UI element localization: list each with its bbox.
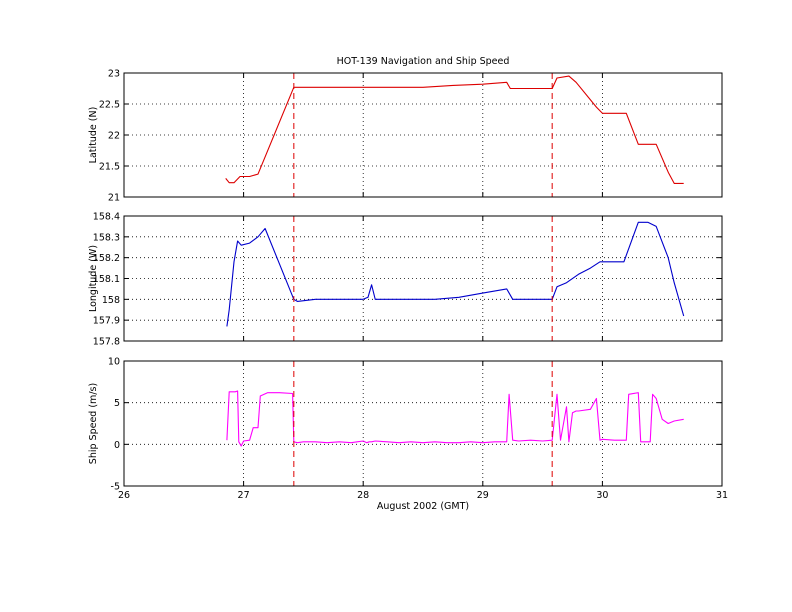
y-tick-label: 21.5	[99, 162, 120, 173]
subplot-1: 21 21.5 22 22.5 23 Latitude (N)	[88, 69, 723, 204]
y-axis-label: Ship Speed (m/s)	[88, 383, 99, 464]
x-tick-label: 29	[477, 490, 489, 501]
y-tick-label: 10	[108, 357, 120, 368]
y-tick-label: 22.5	[99, 100, 120, 111]
x-axis-label: August 2002 (GMT)	[377, 501, 469, 512]
y-tick-label: -5	[111, 482, 120, 493]
y-axis-label: Longitude (W)	[88, 245, 99, 312]
series-line-1	[226, 390, 684, 447]
y-axis-label: Latitude (N)	[88, 107, 99, 164]
x-tick-label: 31	[716, 490, 728, 501]
y-tick-label: 157.8	[93, 337, 120, 348]
y-tick-label: 157.9	[93, 316, 120, 327]
y-tick-label: 23	[108, 69, 120, 80]
x-tick-label: 26	[118, 490, 130, 501]
axes-frame	[123, 360, 723, 487]
x-tick-label: 28	[357, 490, 369, 501]
x-tick-label: 27	[238, 490, 250, 501]
y-tick-label: 158.4	[93, 212, 120, 223]
y-tick-label: 158.1	[93, 274, 120, 285]
series-line-1	[226, 221, 685, 327]
y-tick-label: 21	[108, 193, 120, 204]
x-tick-label: 30	[596, 490, 608, 501]
y-tick-label: 5	[114, 398, 120, 409]
series-line-1	[225, 75, 684, 184]
y-tick-label: 158.3	[93, 232, 120, 243]
y-tick-label: 0	[114, 440, 120, 451]
subplot-3: -5 0 5 10 26 27 28 29 30 31 Ship Speed (m/s)	[88, 357, 728, 502]
y-tick-label: 158.2	[93, 253, 120, 264]
figure-title: HOT-139 Navigation and Ship Speed	[337, 56, 510, 67]
y-tick-label: 158	[102, 295, 120, 306]
subplot-2: 157.8 157.9 158 158.1 158.2 158.3 158.4 Longitu…	[88, 212, 723, 348]
y-tick-label: 22	[108, 131, 120, 142]
